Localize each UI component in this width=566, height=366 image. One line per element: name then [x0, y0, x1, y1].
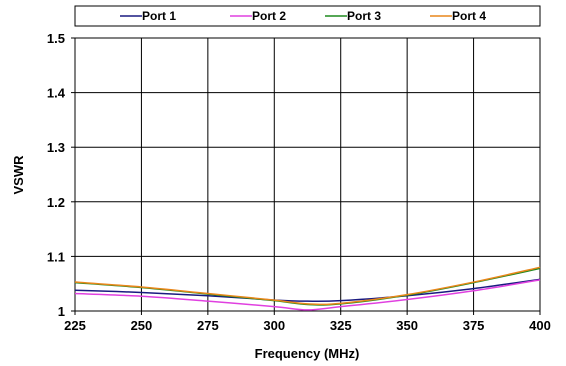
x-tick-label: 250	[131, 318, 153, 333]
x-tick-label: 350	[396, 318, 418, 333]
x-tick-label: 275	[197, 318, 219, 333]
series-lines	[74, 266, 541, 311]
x-tick-label: 375	[463, 318, 485, 333]
x-tick-label: 300	[263, 318, 285, 333]
tick-labels: 225 250 275 300 325 350 375 400 1 1.1 1.2 1.3 1.4 1.5	[47, 31, 551, 333]
legend-label-port-3: Port 3	[347, 9, 381, 23]
legend-label-port-4: Port 4	[452, 9, 486, 23]
y-tick-label: 1.1	[47, 249, 65, 264]
legend-box	[74, 5, 541, 27]
y-tick-label: 1	[58, 304, 65, 319]
x-axis-title: Frequency (MHz)	[255, 346, 360, 361]
y-axis-title: VSWR	[11, 155, 26, 195]
x-tick-label: 325	[330, 318, 352, 333]
y-tick-label: 1.3	[47, 140, 65, 155]
legend: Port 1 Port 2 Port 3 Port 4	[74, 5, 541, 27]
x-tick-label: 225	[64, 318, 86, 333]
y-tick-label: 1.4	[47, 86, 66, 101]
series-line-port-2	[74, 279, 541, 311]
x-tick-label: 400	[529, 318, 551, 333]
legend-label-port-2: Port 2	[252, 9, 286, 23]
series-line-port-1	[74, 278, 541, 303]
plot-area	[74, 37, 541, 312]
y-tick-label: 1.2	[47, 195, 65, 210]
y-tick-label: 1.5	[47, 31, 65, 46]
series-line-port-4	[74, 266, 541, 306]
grid	[71, 37, 541, 315]
legend-label-port-1: Port 1	[142, 9, 176, 23]
